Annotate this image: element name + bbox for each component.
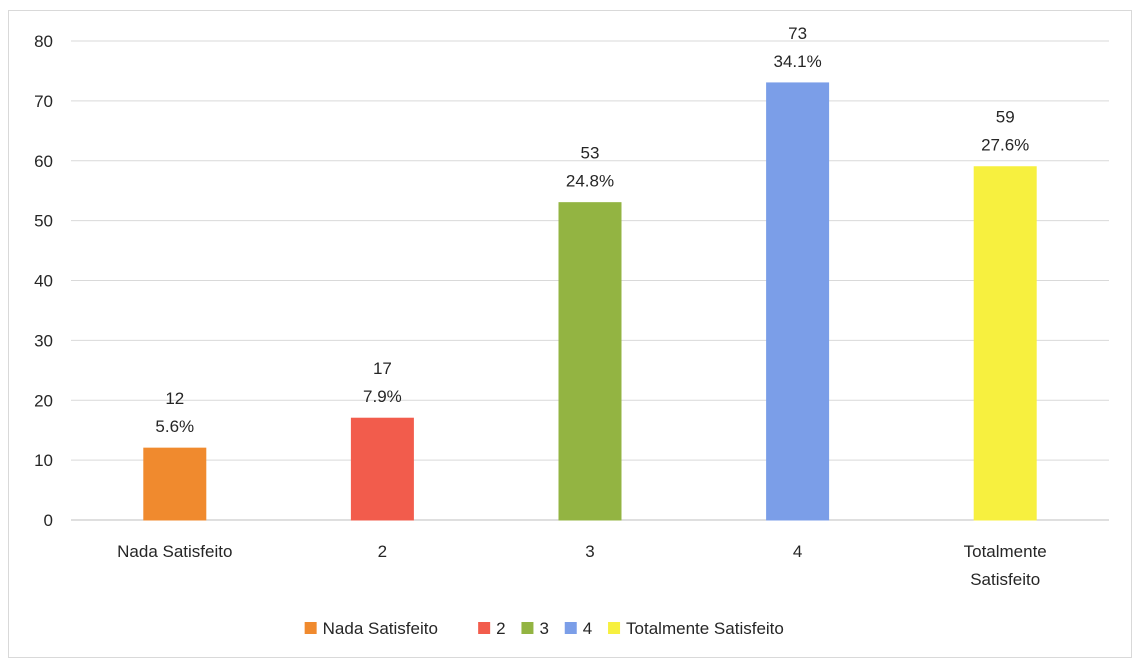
data-label-count: 59 (996, 108, 1015, 127)
bar (143, 447, 207, 521)
bar (973, 166, 1037, 521)
legend-item: 3 (521, 619, 549, 638)
y-tick-label: 20 (34, 391, 53, 410)
bar (766, 82, 830, 521)
y-tick-label: 0 (44, 511, 53, 530)
y-axis-ticks: 0 10 20 30 40 50 60 70 80 (34, 32, 53, 530)
data-label-count: 53 (581, 144, 600, 163)
y-tick-label: 80 (34, 32, 53, 51)
data-label-count: 12 (165, 389, 184, 408)
data-label-percent: 34.1% (773, 52, 821, 71)
legend-label: Nada Satisfeito (323, 619, 438, 638)
y-tick-label: 70 (34, 92, 53, 111)
legend-item: 2 (478, 619, 506, 638)
bar (350, 417, 414, 521)
data-label-percent: 7.9% (363, 387, 402, 406)
data-label-count: 17 (373, 359, 392, 378)
x-category-label: Totalmente (964, 542, 1047, 561)
legend-swatch (564, 622, 577, 634)
data-label-percent: 5.6% (155, 417, 194, 436)
y-tick-label: 30 (34, 331, 53, 350)
data-label-percent: 27.6% (981, 136, 1029, 155)
bar-chart: 0 10 20 30 40 50 60 70 80 12 5.6% 17 7.9% 53 24.8% 73 3… (34, 24, 1109, 638)
bar (558, 202, 622, 521)
legend: Nada Satisfeito 2 3 4 Totalmente Satisfeito (304, 619, 784, 638)
y-tick-label: 40 (34, 272, 53, 291)
legend-label: Totalmente Satisfeito (626, 619, 784, 638)
x-axis-categories: Nada Satisfeito 2 3 4 Totalmente Satisfeito (117, 542, 1047, 589)
legend-swatch (478, 622, 491, 634)
bars (143, 82, 1037, 521)
x-category-label: Satisfeito (970, 570, 1040, 589)
y-tick-label: 50 (34, 212, 53, 231)
x-category-label: 2 (378, 542, 387, 561)
data-labels: 12 5.6% 17 7.9% 53 24.8% 73 34.1% 59 27.6% (155, 24, 1029, 436)
legend-item: Totalmente Satisfeito (608, 619, 784, 638)
data-label-percent: 24.8% (566, 172, 614, 191)
x-category-label: 4 (793, 542, 802, 561)
legend-label: 4 (583, 619, 592, 638)
legend-swatch (521, 622, 534, 634)
legend-item: 4 (564, 619, 592, 638)
x-category-label: 3 (585, 542, 594, 561)
legend-swatch (304, 622, 317, 634)
legend-swatch (608, 622, 621, 634)
legend-item: Nada Satisfeito (304, 619, 438, 638)
legend-label: 3 (539, 619, 548, 638)
legend-label: 2 (496, 619, 505, 638)
chart-frame: 0 10 20 30 40 50 60 70 80 12 5.6% 17 7.9% 53 24.8% 73 3… (8, 10, 1132, 658)
y-tick-label: 10 (34, 451, 53, 470)
data-label-count: 73 (788, 24, 807, 43)
x-category-label: Nada Satisfeito (117, 542, 232, 561)
y-tick-label: 60 (34, 152, 53, 171)
